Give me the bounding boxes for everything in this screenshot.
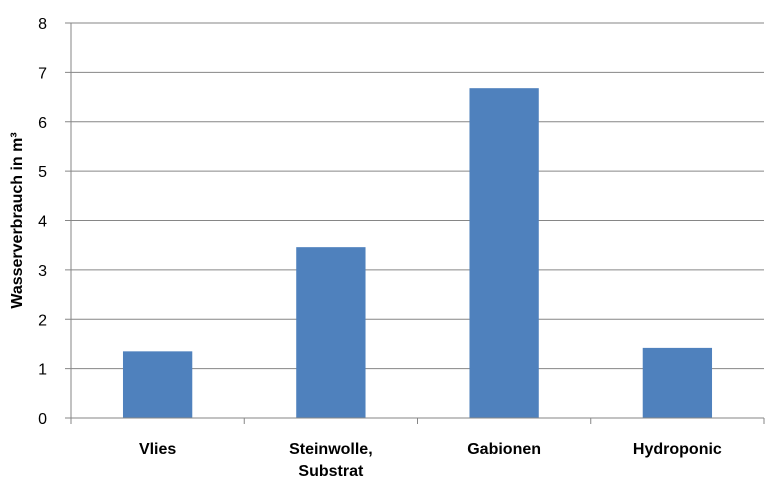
y-tick-label: 3 [38,263,47,280]
x-category-label: Hydroponic [633,441,722,458]
x-category-label: Vlies [139,441,176,458]
y-tick-label: 5 [38,164,47,181]
x-category-labels: Vlies Steinwolle, Substrat Gabionen Hydropon… [139,441,722,480]
y-tick-label: 1 [38,362,47,379]
bar [296,247,366,418]
y-tick-label: 7 [38,65,47,82]
y-tick-label: 0 [38,411,47,428]
x-tick-marks [70,418,765,424]
y-tick-label: 8 [38,16,47,33]
bars [122,88,713,419]
bar [469,88,539,419]
y-tick-label: 6 [38,115,47,132]
y-tick-labels: 0 1 2 3 4 5 6 7 8 [38,16,47,428]
y-tick-label: 4 [38,214,47,231]
y-tick-label: 2 [38,312,47,329]
y-axis-title: Wasserverbrauch in m³ [9,132,26,308]
bar [642,347,713,418]
x-category-label: Steinwolle, Substrat [289,441,373,480]
bar [122,351,193,418]
x-category-label: Gabionen [467,441,541,458]
